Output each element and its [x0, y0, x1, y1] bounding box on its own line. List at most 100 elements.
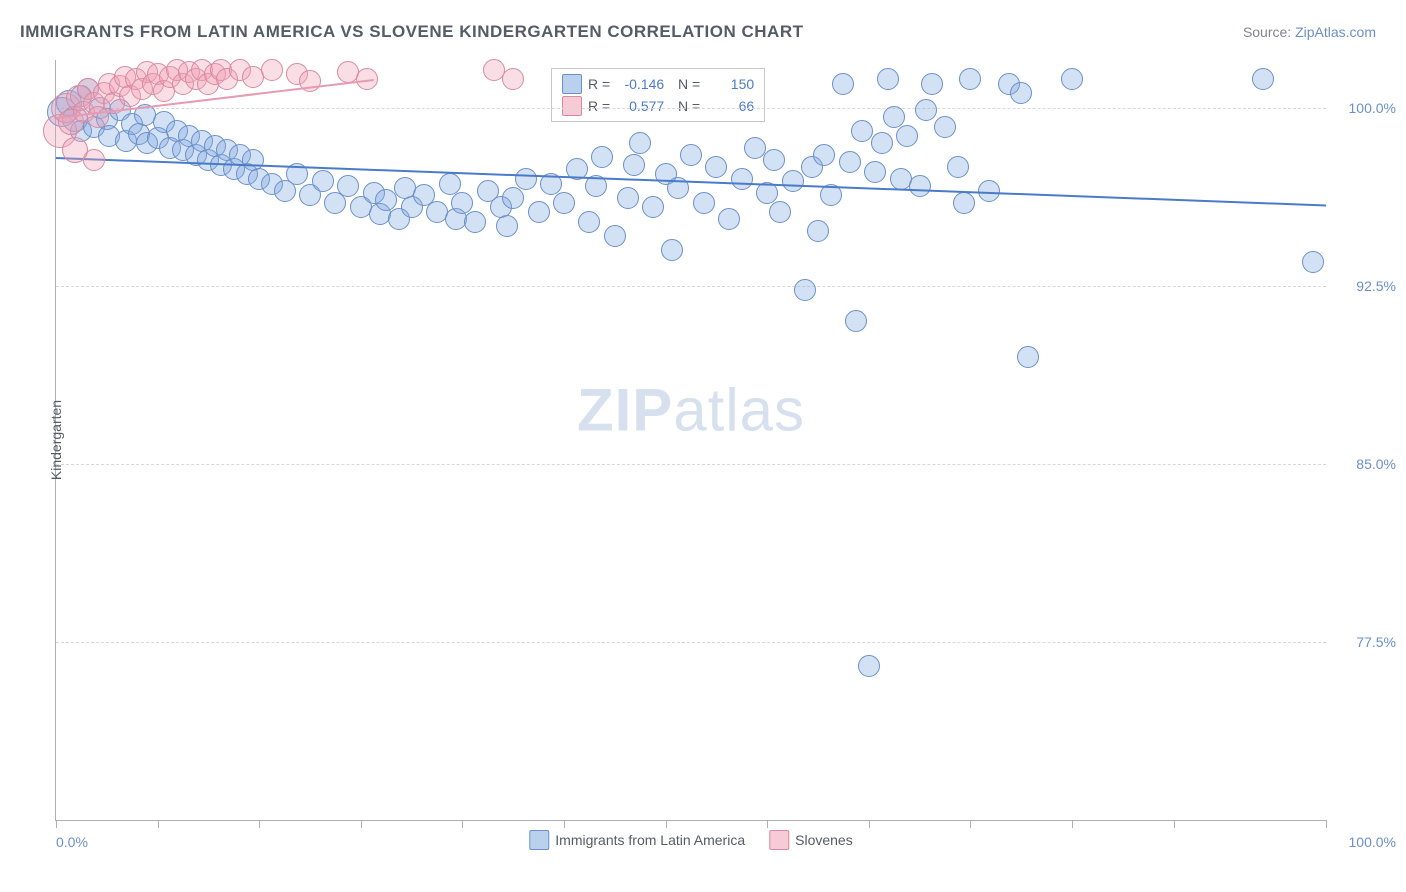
- data-point: [813, 144, 835, 166]
- stat-n-value-0: 150: [706, 76, 754, 92]
- stat-r-label: R =: [588, 76, 610, 92]
- gridline: [56, 642, 1326, 643]
- data-point: [883, 106, 905, 128]
- data-point: [1252, 68, 1274, 90]
- data-point: [1010, 82, 1032, 104]
- data-point: [261, 59, 283, 81]
- data-point: [62, 137, 88, 163]
- data-point: [877, 68, 899, 90]
- x-tick: [158, 820, 159, 828]
- y-tick-label: 77.5%: [1356, 634, 1396, 650]
- data-point: [693, 192, 715, 214]
- gridline: [56, 286, 1326, 287]
- data-point: [864, 161, 886, 183]
- data-point: [1302, 251, 1324, 273]
- series-legend: Immigrants from Latin America Slovenes: [529, 830, 852, 850]
- data-point: [464, 211, 486, 233]
- data-point: [337, 175, 359, 197]
- source-label: Source:: [1243, 24, 1295, 40]
- data-point: [591, 146, 613, 168]
- data-point: [731, 168, 753, 190]
- x-axis-label-max: 100.0%: [1349, 834, 1396, 850]
- y-tick-label: 92.5%: [1356, 278, 1396, 294]
- data-point: [871, 132, 893, 154]
- x-axis-label-min: 0.0%: [56, 834, 88, 850]
- x-tick: [1174, 820, 1175, 828]
- data-point: [496, 215, 518, 237]
- data-point: [661, 239, 683, 261]
- data-point: [451, 192, 473, 214]
- stat-n-label: N =: [670, 76, 700, 92]
- source-attribution: Source: ZipAtlas.com: [1243, 24, 1376, 40]
- scatter-plot-area: ZIPatlas Kindergarten 0.0% 100.0% R = -0…: [55, 60, 1326, 821]
- legend-label-1: Slovenes: [795, 832, 853, 848]
- y-tick-label: 100.0%: [1349, 100, 1396, 116]
- data-point: [953, 192, 975, 214]
- data-point: [439, 173, 461, 195]
- legend-item-0: Immigrants from Latin America: [529, 830, 745, 850]
- data-point: [502, 68, 524, 90]
- x-tick: [767, 820, 768, 828]
- x-tick: [869, 820, 870, 828]
- data-point: [934, 116, 956, 138]
- legend-label-0: Immigrants from Latin America: [555, 832, 745, 848]
- data-point: [604, 225, 626, 247]
- x-tick: [462, 820, 463, 828]
- x-tick: [970, 820, 971, 828]
- x-tick: [1072, 820, 1073, 828]
- x-tick: [564, 820, 565, 828]
- data-point: [312, 170, 334, 192]
- data-point: [375, 189, 397, 211]
- stat-r-value-0: -0.146: [616, 76, 664, 92]
- chart-title: IMMIGRANTS FROM LATIN AMERICA VS SLOVENE…: [20, 22, 803, 42]
- data-point: [705, 156, 727, 178]
- source-link[interactable]: ZipAtlas.com: [1295, 24, 1376, 40]
- data-point: [629, 132, 651, 154]
- data-point: [921, 73, 943, 95]
- data-point: [807, 220, 829, 242]
- data-point: [763, 149, 785, 171]
- data-point: [909, 175, 931, 197]
- x-tick: [1326, 820, 1327, 828]
- data-point: [553, 192, 575, 214]
- data-point: [680, 144, 702, 166]
- data-point: [794, 279, 816, 301]
- data-point: [915, 99, 937, 121]
- stat-r-value-1: 0.577: [616, 98, 664, 114]
- data-point: [858, 655, 880, 677]
- data-point: [845, 310, 867, 332]
- data-point: [578, 211, 600, 233]
- data-point: [947, 156, 969, 178]
- data-point: [769, 201, 791, 223]
- data-point: [1061, 68, 1083, 90]
- data-point: [959, 68, 981, 90]
- swatch-pink-icon: [769, 830, 789, 850]
- stats-row-series-0: R = -0.146 N = 150: [562, 73, 754, 95]
- gridline: [56, 464, 1326, 465]
- data-point: [502, 187, 524, 209]
- data-point: [832, 73, 854, 95]
- data-point: [623, 154, 645, 176]
- data-point: [642, 196, 664, 218]
- data-point: [1017, 346, 1039, 368]
- legend-item-1: Slovenes: [769, 830, 853, 850]
- data-point: [839, 151, 861, 173]
- stat-r-label: R =: [588, 98, 610, 114]
- data-point: [528, 201, 550, 223]
- watermark: ZIPatlas: [577, 375, 805, 444]
- x-tick: [259, 820, 260, 828]
- x-tick: [666, 820, 667, 828]
- swatch-blue-icon: [529, 830, 549, 850]
- data-point: [617, 187, 639, 209]
- gridline: [56, 108, 1326, 109]
- x-tick: [56, 820, 57, 828]
- data-point: [515, 168, 537, 190]
- data-point: [718, 208, 740, 230]
- correlation-stats-box: R = -0.146 N = 150 R = 0.577 N = 66: [551, 68, 765, 122]
- swatch-blue-icon: [562, 74, 582, 94]
- swatch-pink-icon: [562, 96, 582, 116]
- stat-n-label: N =: [670, 98, 700, 114]
- data-point: [896, 125, 918, 147]
- y-axis-title: Kindergarten: [48, 400, 64, 480]
- stat-n-value-1: 66: [706, 98, 754, 114]
